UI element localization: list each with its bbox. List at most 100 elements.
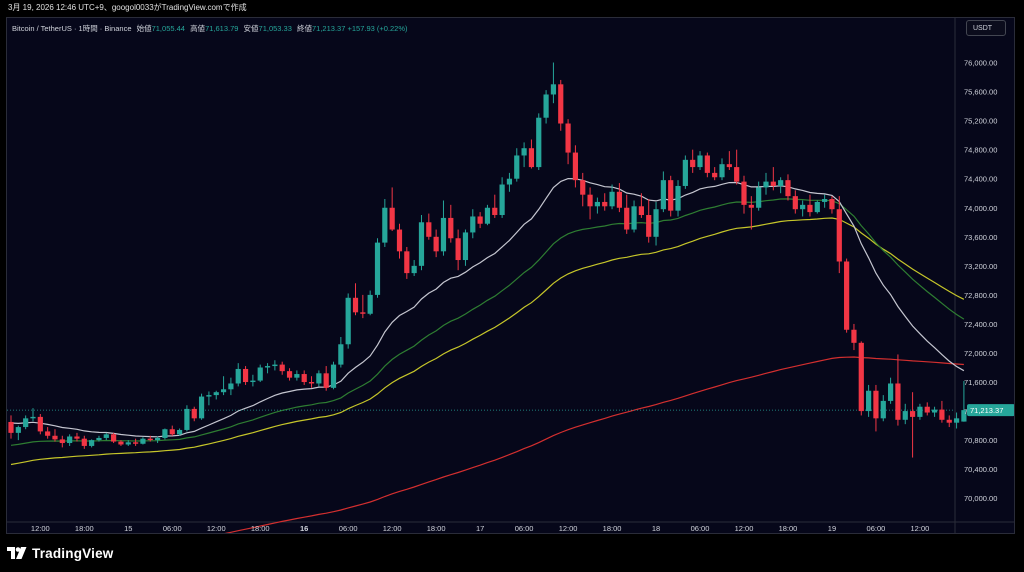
candle — [792, 190, 798, 214]
y-tick-label: 74,000.00 — [964, 204, 997, 213]
candle — [360, 294, 366, 319]
candle-body — [756, 187, 762, 208]
legend-symbol[interactable]: Bitcoin / TetherUS · 1時間 · Binance — [12, 24, 132, 33]
legend-close-value: 71,213.37 — [312, 24, 346, 33]
candle — [668, 175, 674, 217]
candle-body — [770, 181, 776, 186]
x-tick-label: 12:00 — [383, 524, 402, 533]
candle-body — [800, 204, 806, 210]
candle — [924, 402, 930, 416]
candle-body — [257, 367, 263, 381]
candle — [338, 337, 344, 368]
candle — [909, 392, 916, 458]
candle — [594, 197, 600, 214]
y-tick-label: 74,800.00 — [964, 146, 997, 155]
x-tick-label: 12:00 — [207, 524, 226, 533]
candle-body — [895, 383, 901, 420]
candle — [59, 435, 65, 448]
legend-low-label: 安値 — [243, 24, 259, 33]
y-tick-label: 71,600.00 — [964, 378, 997, 387]
candle-body — [866, 390, 872, 412]
candle-body — [455, 238, 461, 261]
candle-body — [792, 196, 798, 210]
candle-body — [389, 207, 395, 230]
candle — [433, 229, 439, 258]
candle — [440, 200, 447, 256]
legend-high-label: 高値 — [190, 24, 206, 33]
x-tick-label: 15 — [124, 524, 132, 533]
candle-body — [279, 364, 285, 372]
candle-body — [594, 201, 600, 207]
candlestick-chart[interactable]: 76,000.00 75,600.00 75,200.00 74,800.00 74,4… — [7, 18, 1015, 534]
candle-body — [242, 368, 249, 383]
currency-button[interactable]: USDT — [966, 20, 1006, 36]
candle-body — [250, 380, 256, 383]
candle-body — [411, 265, 417, 274]
candle-body — [433, 236, 439, 252]
candle-body — [8, 421, 14, 433]
candle-body — [741, 181, 747, 205]
candle-body — [338, 344, 344, 365]
y-tick-label: 73,200.00 — [964, 262, 997, 271]
y-tick-label: 75,600.00 — [964, 88, 997, 97]
candle — [169, 425, 175, 436]
candle — [404, 246, 410, 279]
candle — [902, 403, 908, 425]
candle — [162, 428, 168, 440]
candle — [492, 194, 498, 218]
candle — [426, 213, 432, 240]
candle — [858, 341, 864, 416]
candle-body — [785, 180, 791, 197]
candle-body — [198, 396, 205, 419]
candle-body — [360, 312, 366, 314]
candle — [8, 415, 14, 439]
candle — [323, 366, 329, 391]
candle — [822, 194, 828, 208]
candle-body — [712, 172, 718, 178]
legend-open-value: 71,055.44 — [151, 24, 185, 33]
ema-red-line — [224, 356, 964, 533]
legend-low-value: 71,053.33 — [258, 24, 292, 33]
x-tick-label: 06:00 — [515, 524, 534, 533]
candle — [294, 370, 300, 381]
candle — [734, 149, 740, 185]
candle — [176, 428, 183, 436]
x-tick-label: 12:00 — [911, 524, 930, 533]
candle — [638, 193, 644, 218]
x-tick-label: 16 — [300, 524, 308, 533]
candle — [873, 384, 879, 432]
candle — [506, 172, 513, 192]
x-tick-label: 18 — [652, 524, 660, 533]
chart-panel[interactable]: 76,000.00 75,600.00 75,200.00 74,800.00 74,4… — [6, 17, 1015, 534]
candle — [800, 200, 806, 217]
candle-body — [558, 84, 564, 124]
candle — [213, 390, 219, 400]
candle-body — [184, 408, 190, 430]
candle — [895, 354, 901, 426]
candle-body — [235, 368, 241, 384]
candle — [602, 193, 608, 211]
candle-body — [697, 155, 703, 168]
candle — [235, 363, 241, 387]
candle — [550, 62, 557, 104]
candle-body — [206, 395, 212, 397]
candle — [198, 393, 205, 420]
candle — [675, 180, 681, 217]
candle — [704, 152, 710, 178]
candle-body — [294, 374, 300, 378]
x-tick-label: 17 — [476, 524, 484, 533]
candle-body — [822, 199, 828, 202]
candle-body — [880, 400, 886, 419]
x-tick-label: 12:00 — [735, 524, 754, 533]
tradingview-logo[interactable]: TradingView — [7, 545, 113, 561]
y-tick-label: 72,000.00 — [964, 349, 997, 358]
candle-body — [96, 437, 102, 441]
candle — [829, 196, 835, 214]
legend-close-label: 終値 — [297, 24, 312, 33]
candle-body — [499, 184, 505, 216]
candle — [558, 79, 564, 131]
candle-body — [587, 194, 593, 207]
candle-body — [909, 411, 916, 417]
candle — [155, 436, 161, 444]
candle — [250, 374, 256, 387]
